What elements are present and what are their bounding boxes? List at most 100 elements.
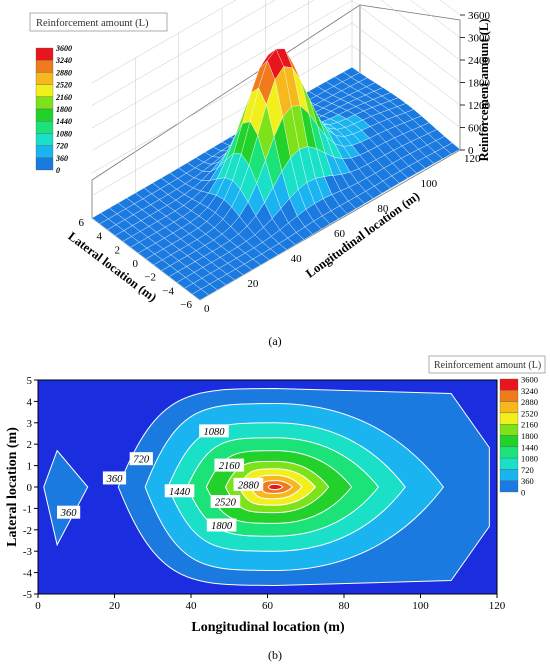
contour-label: 360 — [60, 508, 78, 519]
y-tick-label: 2 — [115, 244, 121, 256]
contour-label: 1800 — [211, 521, 233, 532]
z-tick-label: 1200 — [468, 100, 491, 112]
legend-level: 1440 — [56, 117, 72, 126]
y-tick-label: 4 — [97, 231, 103, 243]
x-axis-ticks: 0 20 40 60 80 100 120 — [204, 153, 481, 315]
surface — [91, 48, 461, 301]
x-tick-label: 100 — [421, 178, 438, 190]
y-tick-label: 2 — [27, 439, 33, 451]
legend-level: 360 — [55, 154, 68, 163]
legend-swatch — [499, 457, 519, 470]
legend-swatch — [35, 84, 54, 97]
legend-swatch — [499, 424, 519, 436]
legend-level: 2520 — [55, 81, 72, 90]
legend-swatch — [499, 412, 519, 425]
y-tick-label: -1 — [23, 503, 32, 515]
contour-label-bg — [164, 484, 195, 498]
contour-label-bg — [199, 424, 229, 438]
contour-labels: 360 360 720 1080 2160 2880 1440 2520 1800 — [57, 424, 264, 532]
contour-label: 1440 — [169, 487, 191, 498]
legend-title-box — [29, 12, 168, 32]
legend-swatch — [35, 72, 54, 85]
y-tick-label: -4 — [23, 568, 33, 580]
legend-level: 3240 — [55, 56, 72, 65]
legend-level: 2520 — [521, 408, 538, 418]
x-axis-ticks: 0 20 40 60 80 100 120 — [35, 594, 506, 612]
contour-label-bg — [206, 518, 237, 532]
legend-title: Reinforcement amount (L) — [36, 18, 149, 29]
legend-level: 720 — [521, 465, 534, 475]
legend-level: 1440 — [521, 442, 538, 452]
legend-swatch — [35, 133, 54, 146]
legend-level: 1080 — [56, 129, 72, 138]
y-tick-label: -3 — [23, 546, 33, 558]
z-tick-label: 1800 — [468, 78, 491, 90]
legend-swatch — [499, 378, 519, 391]
contour-label-bg — [129, 452, 153, 466]
z-axis-label: Reinforcement amount (L) — [477, 19, 491, 162]
legend-swatch — [499, 401, 519, 414]
y-tick-label: 0 — [27, 482, 33, 494]
y-tick-label: −4 — [162, 285, 174, 297]
panel-a-caption: (a) — [268, 334, 281, 348]
legend-level: 3600 — [521, 375, 538, 385]
x-tick-label: 60 — [334, 228, 346, 240]
y-tick-label: 6 — [79, 217, 85, 229]
legend-swatch — [499, 480, 519, 493]
contour-label-bg — [102, 471, 127, 485]
x-axis-label: Longitudinal location (m) — [191, 620, 345, 635]
z-tick-label: 3000 — [468, 33, 491, 45]
legend-level: 0 — [521, 488, 525, 498]
legend-level: 1800 — [56, 105, 72, 114]
legend-title-box — [428, 355, 546, 374]
contour-label-bg — [57, 505, 81, 519]
z-tick-label: 2400 — [468, 55, 491, 67]
y-axis-ticks: 5 4 3 2 1 0 -1 -2 -3 -4 -5 — [23, 375, 38, 601]
axes-grid — [91, 0, 461, 196]
legend-swatch — [35, 96, 54, 110]
y-tick-label: −2 — [144, 272, 156, 284]
legend-swatch — [35, 60, 54, 73]
legend-swatch — [499, 435, 519, 447]
legend-level: 2880 — [55, 68, 72, 77]
x-tick-label: 40 — [291, 253, 303, 265]
contour-band — [267, 483, 284, 491]
y-tick-label: −6 — [180, 299, 192, 311]
surface-cell — [191, 288, 209, 301]
legend-swatch — [35, 121, 54, 134]
z-tick-label: 0 — [468, 145, 474, 157]
contour-fill — [38, 380, 497, 594]
x-tick-label: 100 — [412, 600, 429, 612]
z-tick-label: 3600 — [468, 10, 491, 22]
legend-swatch — [35, 157, 54, 171]
y-tick-label: 4 — [27, 396, 33, 408]
legend-level: 1080 — [521, 454, 538, 464]
panel-b-caption: (b) — [268, 648, 282, 662]
legend-level: 0 — [56, 166, 60, 175]
x-tick-label: 40 — [186, 600, 198, 612]
y-tick-label: 0 — [133, 258, 139, 270]
y-tick-label: 1 — [27, 461, 33, 473]
x-tick-label: 80 — [339, 600, 351, 612]
contour-label-bg — [210, 494, 241, 508]
x-tick-label: 120 — [489, 600, 506, 612]
contour-label-bg — [233, 477, 264, 491]
x-tick-label: 20 — [109, 600, 121, 612]
legend-b: Reinforcement amount (L) 360032402880252… — [428, 355, 546, 498]
legend-swatch — [35, 145, 54, 158]
contour-label-bg — [214, 458, 245, 472]
legend-swatch — [499, 390, 519, 402]
contour-label: 2520 — [215, 497, 237, 508]
contour-label: 2880 — [238, 480, 260, 491]
y-tick-label: -2 — [23, 525, 32, 537]
y-tick-label: 3 — [27, 418, 33, 430]
z-tick-label: 600 — [468, 123, 485, 135]
legend-swatch — [35, 47, 54, 61]
x-tick-label: 0 — [204, 303, 210, 315]
x-tick-label: 120 — [464, 153, 481, 165]
legend-a: Reinforcement amount (L) 360032402880252… — [29, 12, 168, 175]
contour-label: 360 — [106, 474, 124, 485]
legend-level: 720 — [56, 142, 68, 151]
